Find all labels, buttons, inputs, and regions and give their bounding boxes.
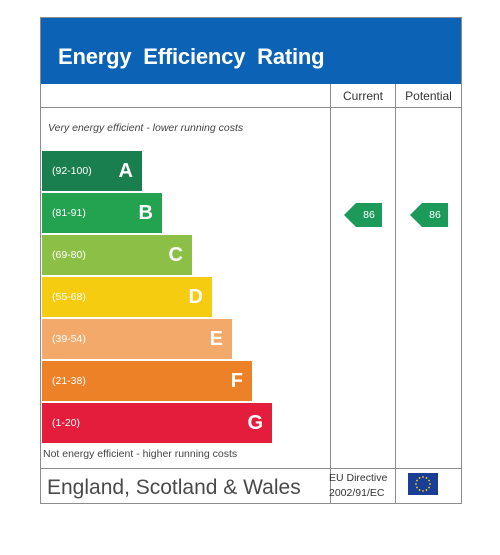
divider-current	[330, 84, 331, 504]
column-header-current: Current	[342, 89, 383, 103]
band-g: (1-20) G	[42, 403, 272, 443]
potential-rating-value: 86	[429, 209, 441, 221]
band-d: (55-68) D	[42, 277, 212, 317]
band-c-letter: C	[168, 244, 183, 266]
divider-potential	[395, 84, 396, 504]
footer-directive: EU Directive 2002/91/EC	[329, 471, 387, 501]
eu-star	[416, 479, 418, 482]
band-a: (92-100) A	[42, 151, 142, 191]
chart-header: Energy Efficiency Rating	[41, 18, 461, 84]
eu-star	[428, 486, 430, 489]
current-rating-arrow: 86	[344, 203, 382, 227]
eu-star	[428, 479, 430, 482]
band-b-range: (81-91)	[52, 207, 86, 219]
eu-star	[425, 489, 428, 491]
band-f-letter: F	[230, 370, 243, 392]
footer-divider	[41, 468, 461, 469]
band-e-range: (39-54)	[52, 333, 86, 345]
epc-chart: Energy Efficiency Rating Current Potenti…	[40, 17, 462, 504]
band-g-letter: G	[247, 412, 263, 434]
band-f-range: (21-38)	[52, 375, 86, 387]
band-d-range: (55-68)	[52, 291, 86, 303]
band-e-letter: E	[209, 328, 223, 350]
note-not-efficient: Not energy efficient - higher running co…	[43, 448, 238, 460]
eu-star	[415, 483, 417, 485]
directive-line-2: 2002/91/EC	[329, 487, 385, 499]
chart-title: Energy Efficiency Rating	[58, 44, 325, 69]
band-d-letter: D	[188, 286, 203, 308]
band-a-range: (92-100)	[52, 165, 92, 177]
eu-star	[416, 486, 418, 489]
band-c: (69-80) C	[42, 235, 192, 275]
band-b-letter: B	[138, 202, 153, 224]
potential-rating-arrow: 86	[410, 203, 448, 227]
eu-star	[425, 477, 428, 479]
footer-country: England, Scotland & Wales	[47, 476, 301, 499]
eu-flag-icon	[408, 473, 438, 495]
current-rating-value: 86	[363, 209, 375, 221]
band-c-range: (69-80)	[52, 249, 86, 261]
band-a-letter: A	[118, 160, 133, 182]
eu-star	[429, 483, 431, 485]
note-very-efficient: Very energy efficient - lower running co…	[48, 122, 244, 134]
eu-star	[418, 489, 421, 491]
band-g-range: (1-20)	[52, 417, 81, 429]
header-row-divider	[41, 107, 461, 108]
band-e: (39-54) E	[42, 319, 232, 359]
band-f: (21-38) F	[42, 361, 252, 401]
column-header-potential: Potential	[405, 89, 452, 103]
directive-line-1: EU Directive	[329, 472, 388, 484]
eu-star	[422, 490, 424, 492]
band-b: (81-91) B	[42, 193, 162, 233]
eu-star	[418, 477, 421, 479]
eu-star	[422, 476, 424, 478]
